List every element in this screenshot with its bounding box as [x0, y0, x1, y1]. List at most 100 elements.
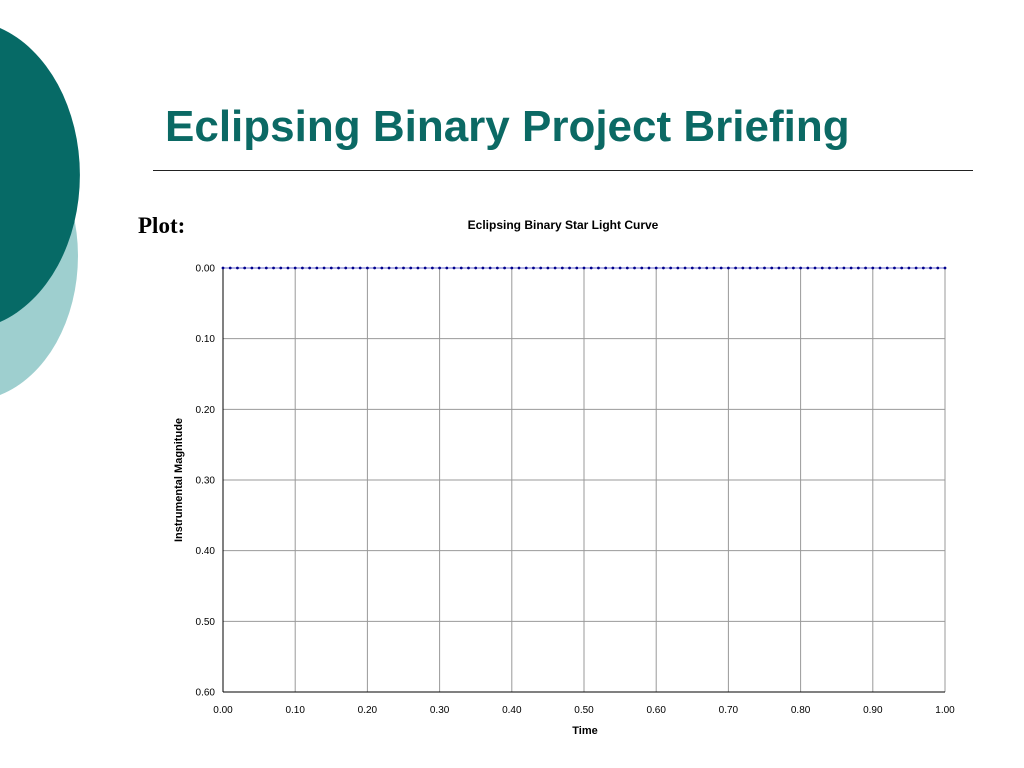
data-point — [698, 266, 701, 270]
data-point — [849, 266, 853, 270]
data-point — [344, 266, 348, 270]
data-point — [618, 266, 622, 270]
x-tick-label: 0.60 — [646, 705, 666, 716]
data-point — [633, 266, 636, 270]
data-point — [495, 266, 499, 270]
data-point — [871, 266, 875, 270]
data-point — [734, 266, 738, 270]
data-point — [893, 266, 896, 270]
data-point — [221, 266, 225, 270]
chart-title: Eclipsing Binary Star Light Curve — [468, 218, 659, 232]
data-point — [690, 266, 694, 270]
data-point — [272, 266, 275, 270]
data-point — [524, 266, 528, 270]
data-point — [705, 266, 709, 270]
data-point — [308, 266, 312, 270]
data-point — [264, 266, 268, 270]
data-point — [394, 266, 398, 270]
data-point — [532, 266, 535, 270]
data-point — [763, 266, 766, 270]
data-point — [669, 266, 673, 270]
data-point — [914, 266, 918, 270]
data-point — [243, 266, 247, 270]
data-point — [748, 266, 752, 270]
data-point — [813, 266, 817, 270]
x-tick-label: 0.10 — [285, 705, 305, 716]
x-tick-label: 0.90 — [863, 705, 883, 716]
data-point — [611, 266, 615, 270]
data-point — [936, 266, 940, 270]
x-tick-label: 0.20 — [358, 705, 378, 716]
data-point — [409, 266, 413, 270]
data-point — [250, 266, 254, 270]
data-point — [719, 266, 723, 270]
data-point — [452, 266, 456, 270]
data-point — [676, 266, 680, 270]
x-axis-label: Time — [572, 725, 597, 737]
data-point — [445, 266, 449, 270]
data-point — [301, 266, 304, 270]
data-point — [943, 266, 947, 270]
data-point — [257, 266, 261, 270]
data-point — [481, 266, 485, 270]
data-point — [575, 266, 579, 270]
data-point — [654, 266, 658, 270]
data-point — [777, 266, 781, 270]
data-point — [799, 266, 802, 270]
data-point — [828, 266, 831, 270]
data-point — [864, 266, 867, 270]
data-point — [373, 266, 377, 270]
data-point — [430, 266, 434, 270]
data-point — [416, 266, 420, 270]
data-point — [358, 266, 362, 270]
decorative-circles — [0, 28, 80, 395]
data-point — [510, 266, 514, 270]
x-tick-label: 0.70 — [719, 705, 739, 716]
data-point — [727, 266, 730, 270]
gridlines — [222, 267, 946, 693]
data-point — [560, 266, 564, 270]
title-divider — [153, 170, 973, 171]
data-point — [568, 266, 571, 270]
data-point — [842, 266, 846, 270]
plot-label: Plot: — [138, 213, 186, 238]
series-points — [221, 266, 947, 270]
data-point — [712, 266, 716, 270]
data-point — [820, 266, 824, 270]
data-point — [488, 266, 492, 270]
data-point — [907, 266, 911, 270]
data-point — [770, 266, 774, 270]
data-point — [640, 266, 644, 270]
data-point — [236, 266, 239, 270]
y-axis-label: Instrumental Magnitude — [173, 418, 185, 542]
y-tick-label: 0.50 — [196, 617, 216, 628]
data-point — [546, 266, 550, 270]
data-point — [806, 266, 810, 270]
data-point — [835, 266, 839, 270]
data-point — [662, 266, 665, 270]
x-tick-label: 0.40 — [502, 705, 522, 716]
data-point — [351, 266, 355, 270]
data-point — [467, 266, 470, 270]
data-point — [315, 266, 319, 270]
y-tick-label: 0.40 — [196, 546, 216, 557]
data-point — [683, 266, 687, 270]
data-point — [286, 266, 290, 270]
data-point — [589, 266, 593, 270]
data-point — [402, 266, 405, 270]
data-point — [329, 266, 333, 270]
x-tick-label: 0.80 — [791, 705, 811, 716]
data-point — [380, 266, 384, 270]
data-point — [755, 266, 759, 270]
data-point — [474, 266, 478, 270]
data-point — [878, 266, 882, 270]
light-curve-chart: Eclipsing Binary Star Light Curve 0.00 0.… — [173, 218, 955, 737]
y-tick-label: 0.60 — [196, 688, 216, 699]
data-point — [929, 266, 932, 270]
y-tick-label: 0.30 — [196, 476, 216, 487]
data-point — [366, 266, 369, 270]
y-tick-label: 0.10 — [196, 334, 216, 345]
data-point — [604, 266, 608, 270]
data-point — [387, 266, 391, 270]
x-tick-label: 0.00 — [213, 705, 233, 716]
